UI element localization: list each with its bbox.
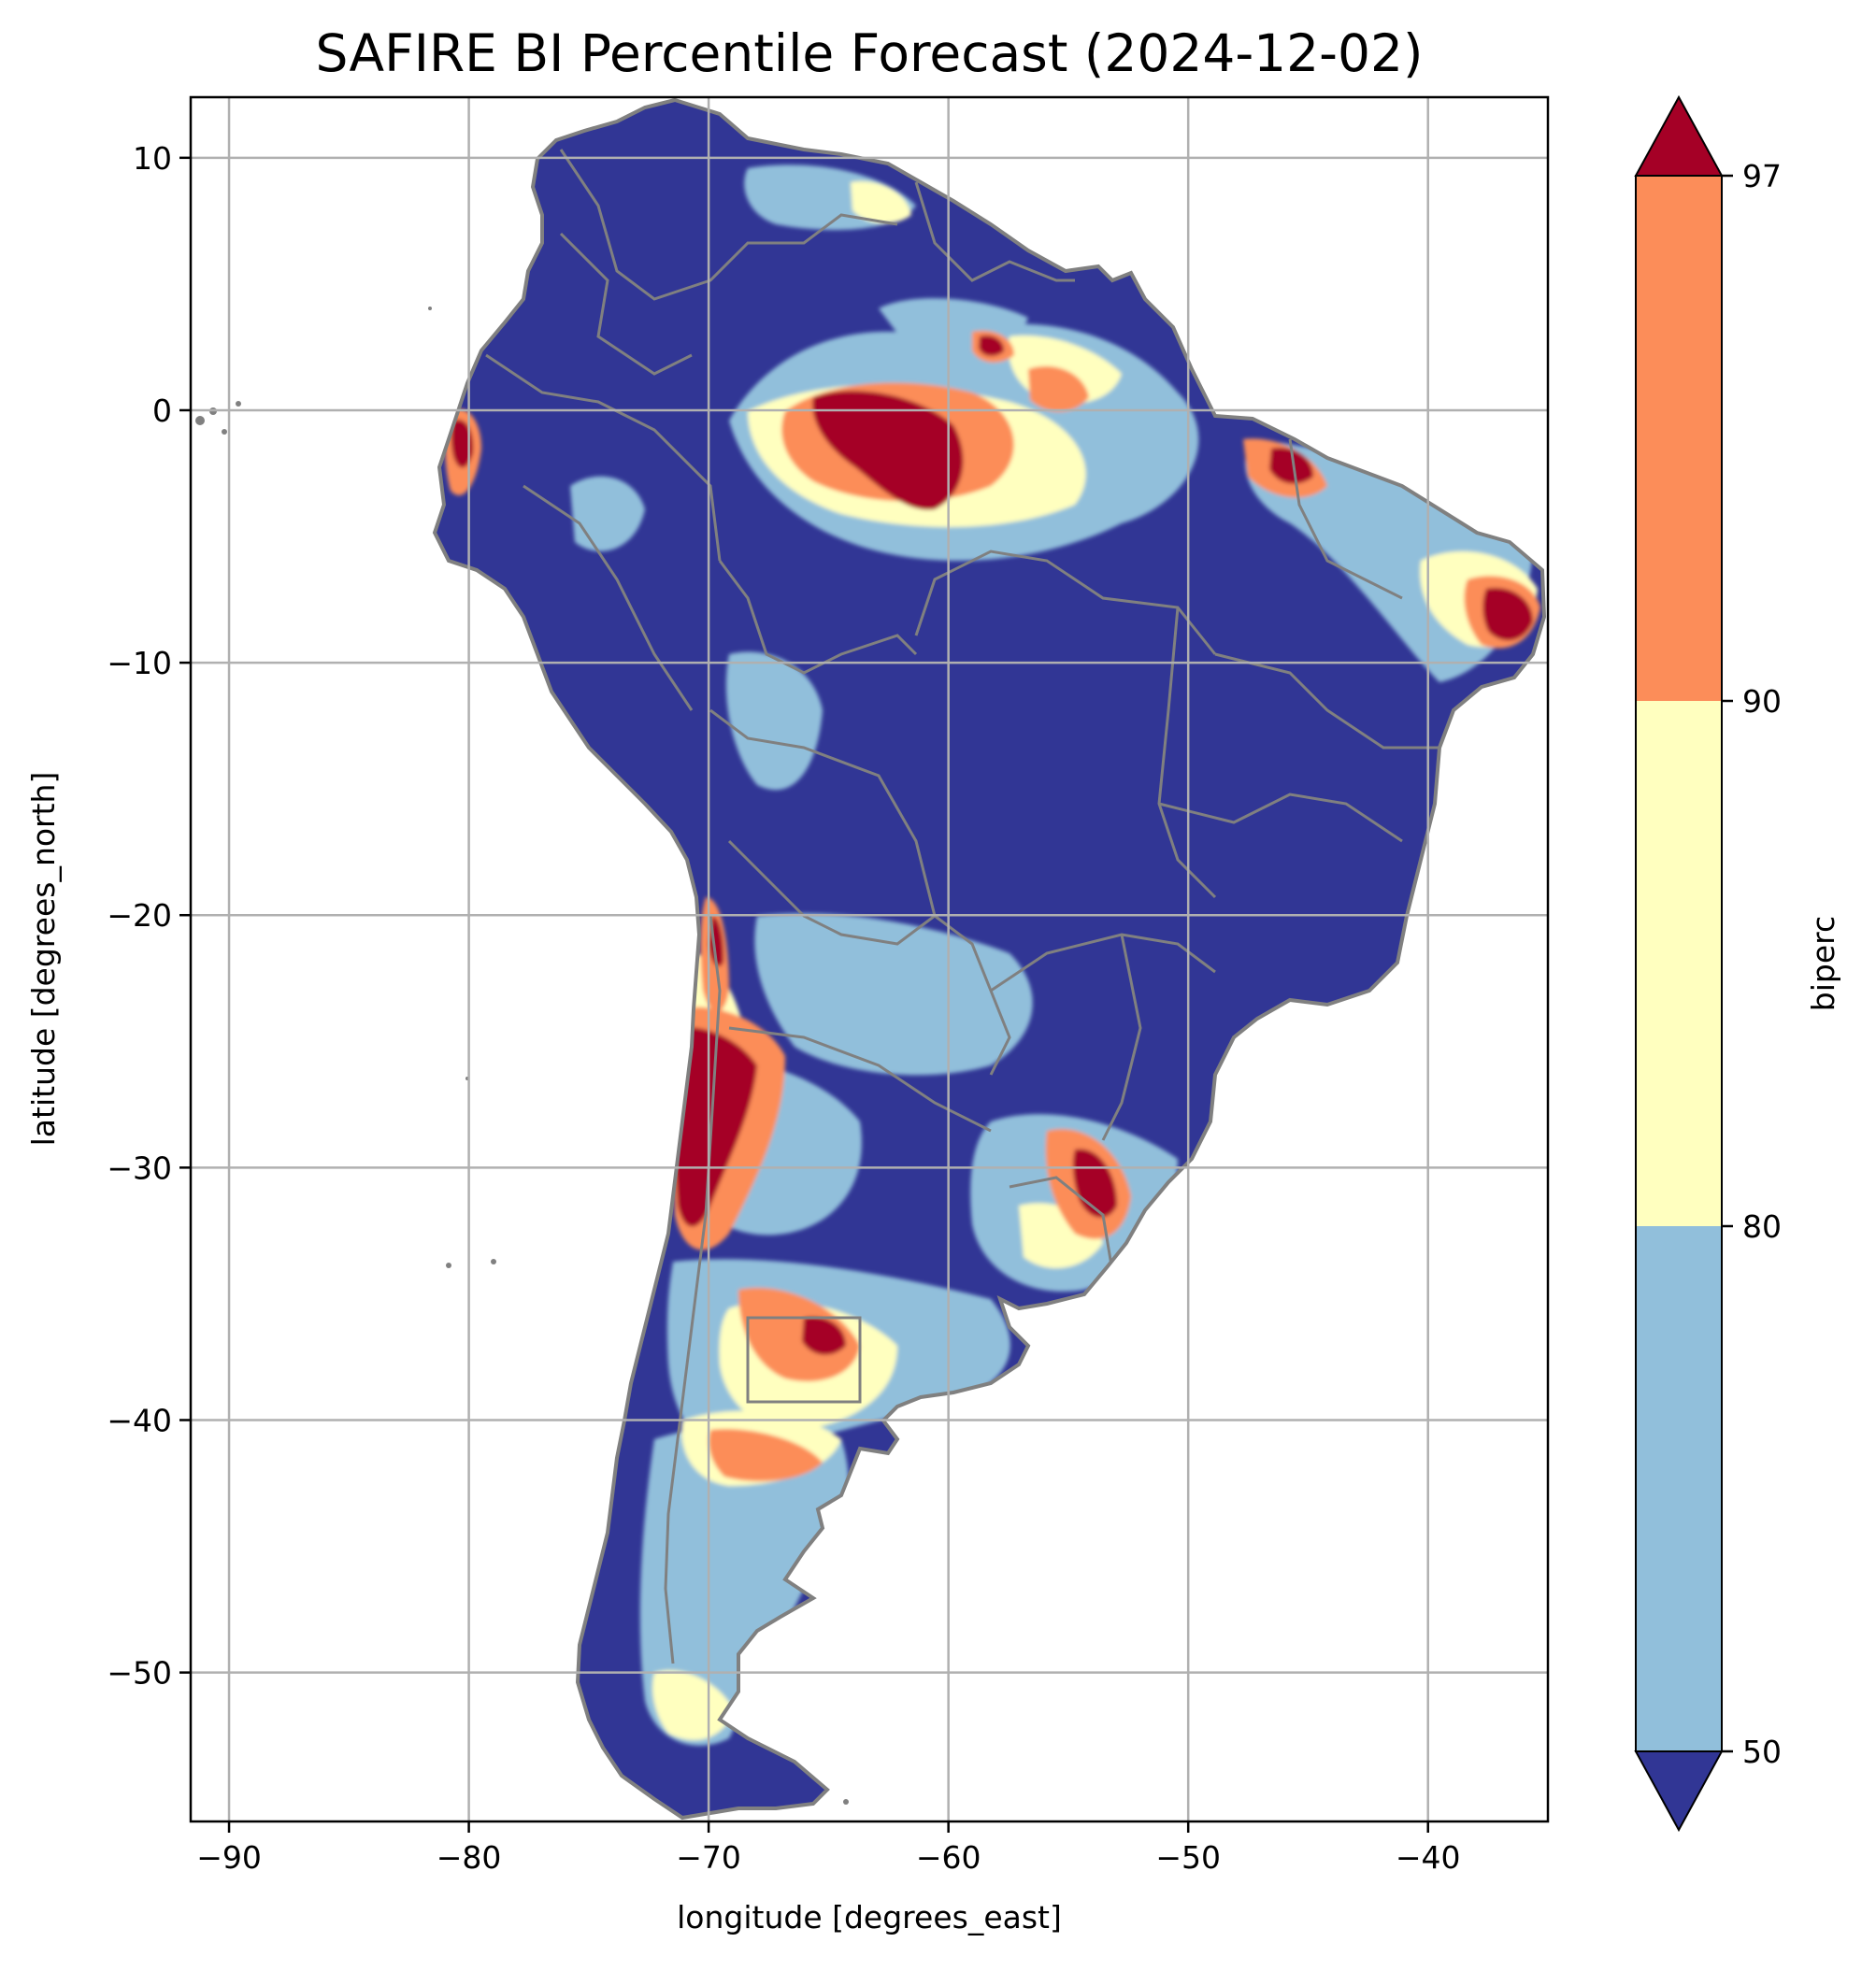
border-argentina-north [728,1026,992,1133]
axes-frame [189,95,1550,1823]
map-axes [191,97,1548,1821]
border-peru-brazil [718,560,918,675]
x-tick-label: −40 [1396,1839,1461,1876]
patch-patagonia-orange [709,1429,823,1481]
colorbar-ticks: 50 80 90 97 [1722,158,1782,1770]
island-falkland-hint [843,1799,849,1805]
island-galapagos-4 [236,401,241,407]
x-tick-label: −70 [676,1839,741,1876]
y-tick-label: 0 [152,393,172,429]
y-tick-label: −40 [107,1402,172,1438]
colorbar-tick-label: 90 [1742,683,1782,720]
island-galapagos-1 [195,416,205,425]
island-malpelo [428,307,432,310]
patch-northeast-red [1482,588,1533,641]
patch-pampas-red [802,1317,846,1355]
y-axis-ticks: 10 0 −10 −20 −30 −40 −50 [107,140,191,1692]
colorbar-tick-label: 50 [1742,1734,1782,1770]
patch-amazon-north-red [812,391,964,510]
x-tick-label: −80 [437,1839,502,1876]
border-argentina-chile [664,915,722,1664]
colorbar-segment-80-90 [1636,701,1722,1226]
colorbar-segment-50-80 [1636,1226,1722,1751]
x-tick-label: −90 [196,1839,262,1876]
patch-amapa-orange [1028,365,1089,412]
patch-bolivia-light [725,651,823,791]
island-juan-fernandez-1 [446,1263,451,1268]
border-la-pampa [746,1316,862,1404]
island-juan-fernandez-2 [491,1259,496,1264]
colorbar-tick-label: 80 [1742,1208,1782,1245]
border-colombia-peru [485,353,722,562]
patch-venezuela-yellow [851,181,911,224]
y-tick-label: −20 [107,897,172,934]
colorbar-label: biperc [1805,916,1841,1011]
x-axis-ticks: −90 −80 −70 −60 −50 −40 [196,1821,1461,1876]
x-axis-label: longitude [degrees_east] [677,1899,1062,1935]
patch-peru-north-light [570,476,645,551]
border-brazil-states-4 [1158,793,1403,843]
border-brazil-states-3 [1214,652,1439,750]
border-venezuela [559,149,898,301]
colorbar-extend-over [1634,94,1724,177]
y-tick-label: −50 [107,1655,172,1692]
patch-patagonia-light [639,1425,849,1746]
border-colombia-internal [559,232,693,376]
colorbar: 50 80 90 97 biperc [1634,94,1841,1833]
patch-para-red [979,335,1005,356]
patch-maranhao-red [1269,448,1313,484]
border-brazil-states-6 [1288,438,1403,600]
y-tick-label: −10 [107,645,172,681]
y-tick-label: 10 [133,140,172,177]
percentile-patches [445,164,1540,1746]
patch-pampas-orange [738,1288,860,1382]
border-peru-internal [523,484,694,711]
border-brazil-states-7 [1101,934,1142,1141]
y-tick-label: −30 [107,1150,172,1186]
island-galapagos-3 [222,429,227,435]
chart-title: SAFIRE BI Percentile Forecast (2024-12-0… [316,23,1424,83]
y-axis-label: latitude [degrees_north] [25,772,62,1147]
x-tick-label: −60 [916,1839,981,1876]
colorbar-segment-90-97 [1636,176,1722,701]
border-guianas [914,181,1075,282]
patch-patagonia-south-yellow [652,1670,734,1740]
colorbar-frame [1635,175,1723,1752]
colorbar-extend-under [1634,1750,1724,1833]
patch-chaco-light [754,913,1033,1076]
border-uruguay [1009,1176,1114,1272]
coastline [432,97,1547,1821]
colorbar-tick-label: 97 [1742,158,1782,194]
x-tick-label: −50 [1155,1839,1221,1876]
grid [191,97,1548,1821]
patch-chile-central-red [674,1027,757,1227]
